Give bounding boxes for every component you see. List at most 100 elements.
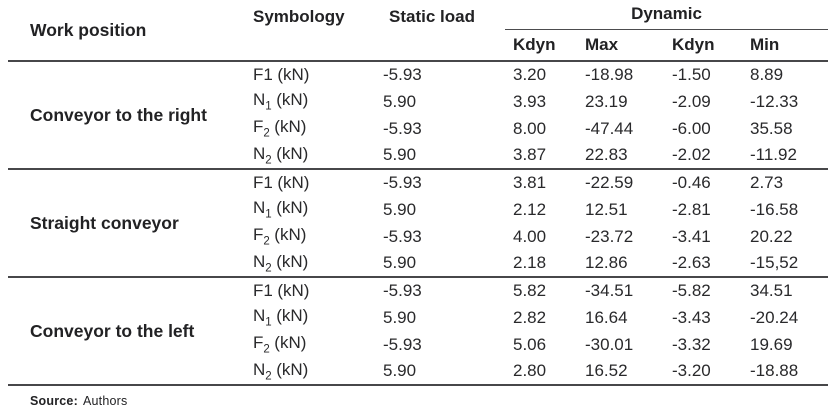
static-load-cell: -5.93 [383,60,505,88]
static-load-cell: -5.93 [383,334,422,354]
kdyn-max-cell: 8.00 [513,118,547,138]
kdyn-min-cell: -3.41 [672,226,711,246]
symbology-cell: F1 (kN) [253,276,383,304]
col-header-dynamic: Dynamic [505,0,828,30]
symbology-cell: N2 (kN) [253,251,309,275]
col-header-symbology: Symbology [253,7,345,26]
group-label: Conveyor to the right [8,60,253,169]
table-row: Conveyor to the left F1 (kN) -5.93 5.82 -34.5… [8,276,828,385]
max-cell: -18.98 [585,60,672,88]
kdyn-min-cell: -2.63 [672,253,711,272]
symbology-cell: N2 (kN) [253,359,309,383]
symbology-cell: F2 (kN) [253,225,307,248]
kdyn-min-cell: -2.81 [672,199,711,219]
kdyn-max-cell: 3.20 [505,60,585,88]
table-row: N2 (kN) 5.90 2.80 16.52 -3.20 -18.88 [8,358,828,385]
col-header-kdyn-max: Kdyn [513,34,556,54]
col-header-work-position: Work position [30,19,147,40]
static-load-cell: -5.93 [383,168,505,196]
symbology-cell: N1 (kN) [253,198,309,221]
static-load-cell: 5.90 [383,91,417,111]
static-load-cell: -5.93 [383,276,505,304]
min-cell: -12.33 [750,91,799,111]
kdyn-min-cell: -2.02 [672,145,711,164]
static-load-cell: -5.93 [383,118,422,138]
table-header: Work position Symbology Static load Dyna… [8,0,828,61]
col-header-kdyn-min: Kdyn [672,34,715,54]
max-cell: 16.64 [585,307,628,327]
max-cell: 12.86 [585,253,628,272]
min-cell: -16.58 [750,199,799,219]
table-row: Conveyor to the right F1 (kN) -5.93 3.20 -18.… [8,60,828,169]
table-row: N1 (kN) 5.90 2.12 12.51 -2.81 -16.58 [8,196,828,223]
min-cell: 2.73 [750,168,828,196]
kdyn-min-cell: -6.00 [672,118,711,138]
kdyn-max-cell: 3.87 [513,145,547,164]
max-cell: -30.01 [585,334,634,354]
max-cell: 16.52 [585,361,628,380]
static-load-cell: 5.90 [383,361,417,380]
kdyn-min-cell: -2.09 [672,91,711,111]
symbology-cell: N2 (kN) [253,143,309,167]
table-row: N1 (kN) 5.90 2.82 16.64 -3.43 -20.24 [8,304,828,331]
min-cell: 20.22 [750,226,793,246]
source-line: Source: Authors [30,394,831,408]
min-cell: 8.89 [750,60,828,88]
min-cell: 19.69 [750,334,793,354]
kdyn-max-cell: 2.18 [513,253,547,272]
kdyn-min-cell: -3.43 [672,307,711,327]
group-label: Conveyor to the left [8,276,253,385]
header-row-top: Work position Symbology Static load Dyna… [8,0,828,40]
kdyn-min-cell: -5.82 [672,276,750,304]
kdyn-min-cell: -1.50 [672,60,750,88]
max-cell: 12.51 [585,199,628,219]
col-header-static-load: Static load [389,7,475,26]
kdyn-max-cell: 2.82 [513,307,547,327]
col-header-min: Min [750,34,780,54]
load-table: Work position Symbology Static load Dyna… [8,0,828,386]
col-header-max: Max [585,34,619,54]
group-label: Straight conveyor [8,168,253,277]
kdyn-max-cell: 5.82 [505,276,585,304]
static-load-cell: 5.90 [383,199,417,219]
min-cell: 35.58 [750,118,793,138]
static-load-cell: -5.93 [383,226,422,246]
static-load-cell: 5.90 [383,145,417,164]
kdyn-max-cell: 5.06 [513,334,547,354]
kdyn-max-cell: 3.81 [505,168,585,196]
min-cell: -18.88 [750,361,799,380]
min-cell: -11.92 [750,145,797,164]
table-row: Straight conveyor F1 (kN) -5.93 3.81 -22.59 -0… [8,168,828,277]
static-load-cell: 5.90 [383,307,417,327]
kdyn-min-cell: -0.46 [672,168,750,196]
kdyn-max-cell: 2.12 [513,199,547,219]
max-cell: -34.51 [585,276,672,304]
table-row: N2 (kN) 5.90 3.87 22.83 -2.02 -11.92 [8,142,828,169]
symbology-cell: N1 (kN) [253,90,309,113]
source-label: Source: [30,394,78,408]
table-row: F2 (kN) -5.93 4.00 -23.72 -3.41 20.22 [8,223,828,250]
min-cell: 34.51 [750,276,828,304]
kdyn-max-cell: 3.93 [513,91,547,111]
symbology-cell: F1 (kN) [253,60,383,88]
table-row: F2 (kN) -5.93 5.06 -30.01 -3.32 19.69 [8,331,828,358]
max-cell: -47.44 [585,118,634,138]
min-cell: -20.24 [750,307,799,327]
symbology-cell: F1 (kN) [253,168,383,196]
symbology-cell: F2 (kN) [253,117,307,140]
min-cell: -15,52 [750,253,799,272]
kdyn-max-cell: 2.80 [513,361,547,380]
max-cell: 22.83 [585,145,628,164]
source-value: Authors [82,394,128,408]
table-row: N1 (kN) 5.90 3.93 23.19 -2.09 -12.33 [8,88,828,115]
max-cell: 23.19 [585,91,628,111]
max-cell: -23.72 [585,226,634,246]
kdyn-min-cell: -3.20 [672,361,711,380]
table-body: Conveyor to the right F1 (kN) -5.93 3.20 -18.… [8,60,828,385]
max-cell: -22.59 [585,168,672,196]
symbology-cell: F2 (kN) [253,333,307,356]
table-row: N2 (kN) 5.90 2.18 12.86 -2.63 -15,52 [8,250,828,277]
static-load-cell: 5.90 [383,253,417,272]
header-row-sub: Kdyn Max Kdyn Min [8,29,828,61]
